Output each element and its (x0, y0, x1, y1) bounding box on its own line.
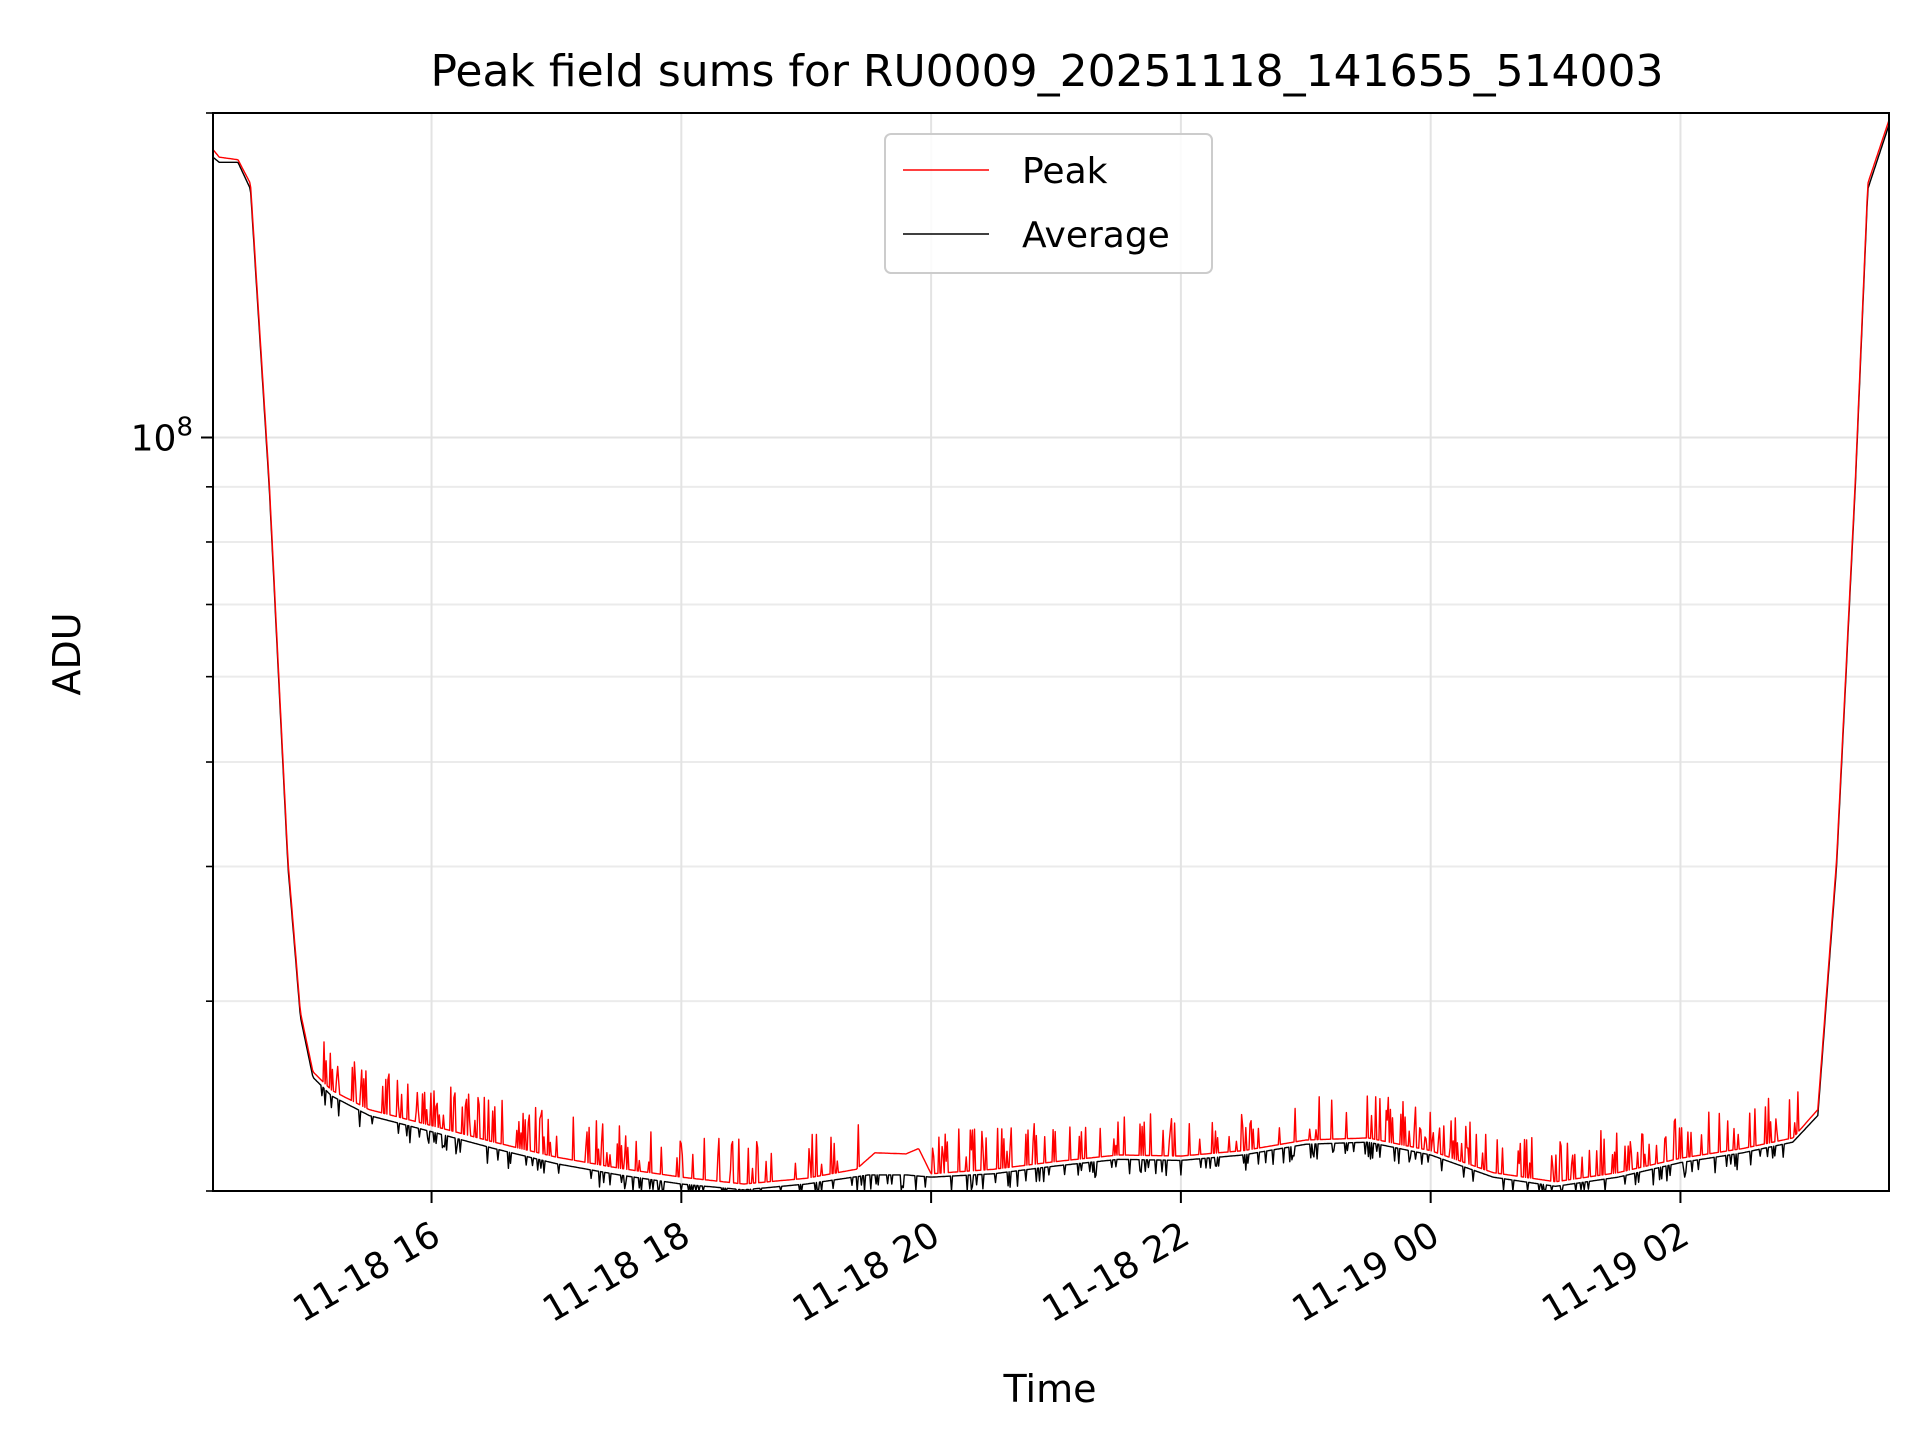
y-tick-label: 108 (131, 413, 193, 460)
series-line-peak (212, 119, 1890, 1185)
series-layer (212, 119, 1890, 1192)
y-axis-label: ADU (45, 612, 89, 695)
major-grid (213, 113, 1889, 1191)
x-axis-label: Time (1003, 1367, 1097, 1411)
chart-title: Peak field sums for RU0009_20251118_1416… (430, 46, 1663, 97)
series-line-average (212, 124, 1890, 1192)
legend-label-average: Average (1022, 215, 1170, 256)
legend: Peak Average (884, 133, 1213, 274)
plot-frame (212, 112, 1890, 1192)
legend-label-peak: Peak (1022, 151, 1108, 192)
y-axis-ticks: 108 (131, 112, 213, 1192)
legend-box (884, 133, 1213, 274)
